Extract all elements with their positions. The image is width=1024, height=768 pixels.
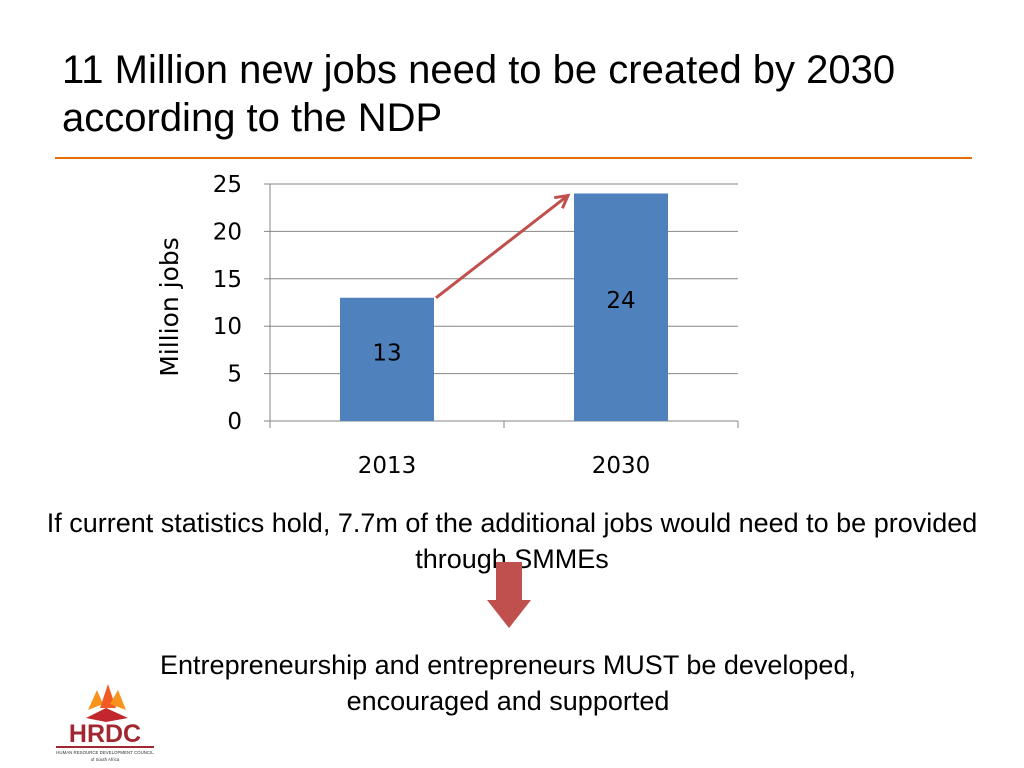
slide-title: 11 Million new jobs need to be created b… <box>62 48 896 140</box>
caption-entrepreneurship: Entrepreneurship and entrepreneurs MUST … <box>160 650 856 716</box>
x-tick-label-2030: 2030 <box>592 453 651 479</box>
y-tick-label: 10 <box>213 314 242 340</box>
y-tick-label: 25 <box>213 172 242 198</box>
data-label-2030: 24 <box>606 288 635 314</box>
y-tick-label: 15 <box>213 267 242 293</box>
x-tick-label-2013: 2013 <box>358 453 417 479</box>
bar-chart: 0 5 10 15 20 25 13 2013 24 2030 Million jobs <box>155 172 739 479</box>
data-label-2013: 13 <box>372 340 401 366</box>
trend-arrow-line <box>435 194 569 299</box>
chart-labels: 0 5 10 15 20 25 13 2013 24 2030 <box>213 172 651 479</box>
bar-2013 <box>340 297 434 421</box>
y-tick-label: 5 <box>227 362 242 388</box>
y-tick-label: 20 <box>213 219 242 245</box>
logo-tagline: of South Africa <box>91 757 120 762</box>
flame-icon <box>86 684 128 722</box>
logo-subtitle: HUMAN RESOURCE DEVELOPMENT COUNCIL <box>56 750 154 755</box>
title-divider <box>55 157 972 159</box>
down-arrow-icon <box>487 562 531 628</box>
chart-bars <box>340 193 668 421</box>
y-axis-label: Million jobs <box>155 237 184 377</box>
trend-arrow-head <box>553 193 571 209</box>
caption-smme: If current statistics hold, 7.7m of the … <box>46 508 978 574</box>
bar-2030 <box>574 193 668 421</box>
hrdc-logo: HRDC HUMAN RESOURCE DEVELOPMENT COUNCIL … <box>56 684 154 762</box>
y-tick-label: 0 <box>227 409 242 435</box>
logo-wordmark: HRDC <box>69 720 141 748</box>
chart-annotation <box>435 193 571 299</box>
